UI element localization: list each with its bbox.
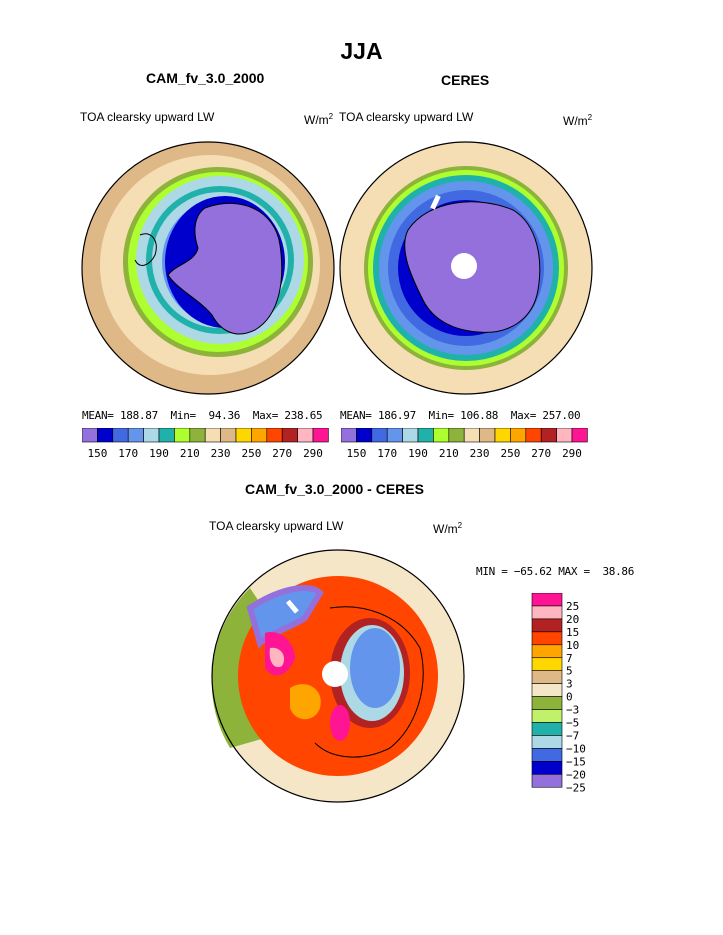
colorbar-tick-label: 190 xyxy=(408,447,428,460)
panel-title-obs: CERES xyxy=(441,72,490,88)
colorbar-swatch xyxy=(97,428,114,443)
panel-title-diff: CAM_fv_3.0_2000 - CERES xyxy=(245,481,424,497)
colorbar-tick-label: −3 xyxy=(566,704,579,717)
colorbar-swatch xyxy=(556,428,573,443)
colorbar-swatch xyxy=(220,428,237,443)
polar-map-obs xyxy=(339,141,593,395)
colorbar-swatch xyxy=(531,605,563,620)
colorbar-swatch xyxy=(531,748,563,762)
panel-title-model: CAM_fv_3.0_2000 xyxy=(146,70,265,86)
page-title: JJA xyxy=(340,38,383,64)
colorbar-tick-label: −5 xyxy=(566,717,579,730)
panel-variable-model: TOA clearsky upward LW xyxy=(80,110,215,124)
colorbar-swatch xyxy=(312,428,329,443)
stats-obs: MEAN= 186.97 Min= 106.88 Max= 257.00 xyxy=(340,409,581,422)
colorbar-swatch xyxy=(531,683,563,697)
colorbar-tick-label: 290 xyxy=(303,447,323,460)
colorbar-model: 150 170 190 210 230 250 270 290 xyxy=(82,428,329,460)
colorbar-tick-label: −20 xyxy=(566,768,586,781)
colorbar-tick-label: 5 xyxy=(566,665,573,678)
colorbar-tick-label: 290 xyxy=(562,447,582,460)
colorbar-tick-label: −15 xyxy=(566,755,586,768)
colorbar-tick-label: 190 xyxy=(149,447,169,460)
colorbar-tick-label: 210 xyxy=(180,447,200,460)
colorbar-swatch xyxy=(531,735,563,749)
colorbar-tick-label: 270 xyxy=(531,447,551,460)
colorbar-swatch xyxy=(448,428,465,443)
colorbar-swatch xyxy=(433,428,450,443)
colorbar-tick-label: 170 xyxy=(377,447,397,460)
colorbar-tick-label: 250 xyxy=(241,447,261,460)
colorbar-swatch xyxy=(127,428,144,443)
colorbar-tick-label: 250 xyxy=(500,447,520,460)
colorbar-swatch xyxy=(356,428,373,443)
colorbar-swatch xyxy=(82,428,98,443)
colorbar-swatch xyxy=(417,428,434,443)
colorbar-swatch xyxy=(174,428,191,443)
colorbar-swatch xyxy=(531,657,563,671)
colorbar-swatch xyxy=(525,428,542,443)
colorbar-swatch xyxy=(531,774,563,788)
colorbar-tick-label: 230 xyxy=(470,447,490,460)
colorbar-tick-label: 20 xyxy=(566,613,579,626)
colorbar-swatch xyxy=(112,428,129,443)
colorbar-swatch xyxy=(540,428,557,443)
colorbar-tick-label: 210 xyxy=(439,447,459,460)
polar-map-diff xyxy=(211,549,465,803)
stats-model: MEAN= 188.87 Min= 94.36 Max= 238.65 xyxy=(82,409,323,422)
colorbar-tick-label: 150 xyxy=(87,447,107,460)
colorbar-swatch xyxy=(158,428,175,443)
colorbar-tick-label: 3 xyxy=(566,678,573,691)
colorbar-swatch xyxy=(531,722,563,736)
colorbar-swatch xyxy=(463,428,480,443)
colorbar-swatch xyxy=(204,428,221,443)
colorbar-swatch xyxy=(531,761,563,775)
polar-map-model xyxy=(81,141,335,395)
colorbar-swatch xyxy=(531,709,563,723)
panel-variable-obs: TOA clearsky upward LW xyxy=(339,110,474,124)
colorbar-tick-label: −10 xyxy=(566,742,586,755)
colorbar-tick-label: 270 xyxy=(272,447,292,460)
colorbar-swatch xyxy=(341,428,357,443)
colorbar-tick-label: 25 xyxy=(566,600,579,613)
colorbar-tick-label: 150 xyxy=(346,447,366,460)
colorbar-swatch xyxy=(531,696,563,710)
colorbar-swatch xyxy=(297,428,314,443)
colorbar-swatch xyxy=(251,428,268,443)
colorbar-swatch xyxy=(266,428,283,443)
colorbar-swatch xyxy=(402,428,419,443)
colorbar-swatch xyxy=(143,428,160,443)
diff-minmax: MIN = −65.62 MAX = 38.86 xyxy=(476,565,635,578)
colorbar-tick-label: 0 xyxy=(566,691,573,704)
colorbar-swatch xyxy=(531,593,563,607)
colorbar-tick-label: 10 xyxy=(566,639,579,652)
colorbar-tick-label: 7 xyxy=(566,652,573,665)
colorbar-swatch xyxy=(281,428,298,443)
colorbar-tick-label: 230 xyxy=(211,447,231,460)
colorbar-swatch xyxy=(386,428,403,443)
panel-units-diff: W/m2 xyxy=(433,521,463,536)
panel-units-obs: W/m2 xyxy=(563,113,593,128)
colorbar-swatch xyxy=(531,670,563,684)
colorbar-swatch xyxy=(494,428,511,443)
colorbar-tick-label: −25 xyxy=(566,781,586,794)
colorbar-obs: 150 170 190 210 230 250 270 290 xyxy=(341,428,588,460)
colorbar-swatch xyxy=(235,428,252,443)
colorbar-tick-label: 15 xyxy=(566,626,579,639)
colorbar-swatch xyxy=(531,631,563,646)
colorbar-swatch xyxy=(531,644,563,659)
panel-variable-diff: TOA clearsky upward LW xyxy=(209,519,344,533)
colorbar-swatch xyxy=(479,428,496,443)
colorbar-swatch xyxy=(371,428,388,443)
colorbar-swatch xyxy=(571,428,588,443)
colorbar-swatch xyxy=(189,428,206,443)
colorbar-tick-label: −7 xyxy=(566,729,579,742)
panel-units-model: W/m2 xyxy=(304,112,334,127)
colorbar-swatch xyxy=(531,618,563,633)
colorbar-tick-label: 170 xyxy=(118,447,138,460)
colorbar-swatch xyxy=(510,428,527,443)
